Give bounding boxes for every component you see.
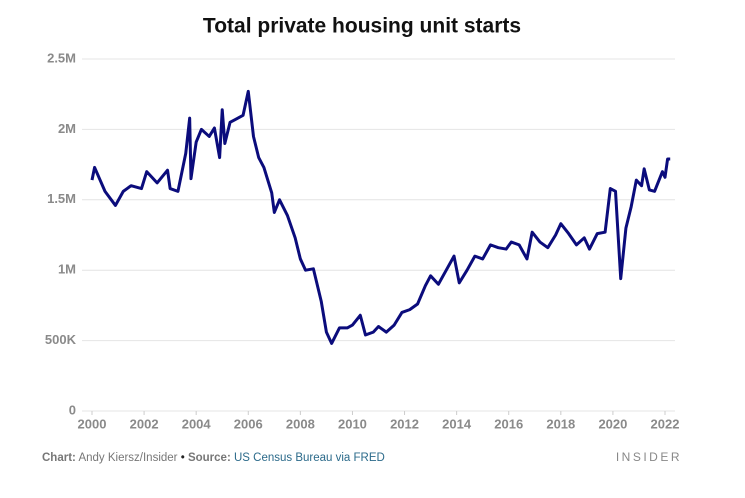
x-tick-label: 2018 — [546, 416, 575, 431]
x-tick-label: 2012 — [390, 416, 419, 431]
y-tick-label: 1M — [58, 262, 76, 277]
y-tick-label: 500K — [45, 332, 77, 347]
source-link[interactable]: US Census Bureau via FRED — [234, 452, 385, 464]
x-tick-label: 2002 — [130, 416, 159, 431]
y-tick-label: 0 — [69, 402, 76, 417]
separator: • — [181, 452, 185, 464]
x-tick-label: 2008 — [286, 416, 315, 431]
brand-logo: INSIDER — [616, 450, 682, 464]
x-tick-label: 2016 — [494, 416, 523, 431]
chart-title: Total private housing unit starts — [203, 15, 521, 38]
chart-label: Chart: — [42, 452, 76, 464]
footer: Chart: Andy Kiersz/Insider • Source: US … — [42, 452, 385, 464]
x-tick-label: 2004 — [182, 416, 212, 431]
x-tick-label: 2022 — [651, 416, 680, 431]
x-tick-label: 2020 — [598, 416, 627, 431]
y-tick-label: 2.5M — [47, 50, 76, 65]
y-tick-label: 2M — [58, 121, 76, 136]
source-label: Source: — [188, 452, 231, 464]
chart-credit: Andy Kiersz/Insider — [78, 452, 177, 464]
x-tick-label: 2000 — [78, 416, 107, 431]
y-tick-label: 1.5M — [47, 191, 76, 206]
x-tick-label: 2010 — [338, 416, 367, 431]
x-tick-label: 2014 — [442, 416, 472, 431]
data-line — [90, 89, 671, 345]
x-tick-label: 2006 — [234, 416, 263, 431]
